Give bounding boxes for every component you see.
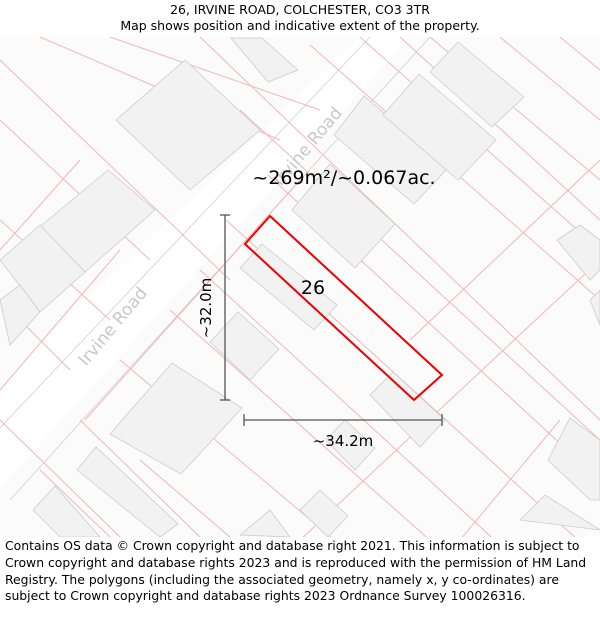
map-subtitle: Map shows position and indicative extent… [120,18,480,33]
property-boundary[interactable] [243,214,444,402]
copyright-notice: Contains OS data © Crown copyright and d… [5,538,587,604]
horizontal-dimension [243,414,443,426]
map-view[interactable]: Irvine Road Irvine Road 26 ~269m²/~0.067… [0,37,600,537]
header: 26, IRVINE ROAD, COLCHESTER, CO3 3TR Map… [0,0,600,37]
property-address: 26, IRVINE ROAD, COLCHESTER, CO3 3TR [170,2,430,17]
plot-number: 26 [301,277,325,299]
road [0,37,431,501]
vertical-dimension [220,214,230,401]
vertical-dimension-label: ~32.0m [197,278,215,339]
horizontal-dimension-label: ~34.2m [313,432,374,450]
map-canvas: Irvine Road Irvine Road 26 ~269m²/~0.067… [0,37,600,537]
buildings [0,37,600,537]
area-label: ~269m²/~0.067ac. [252,167,435,189]
